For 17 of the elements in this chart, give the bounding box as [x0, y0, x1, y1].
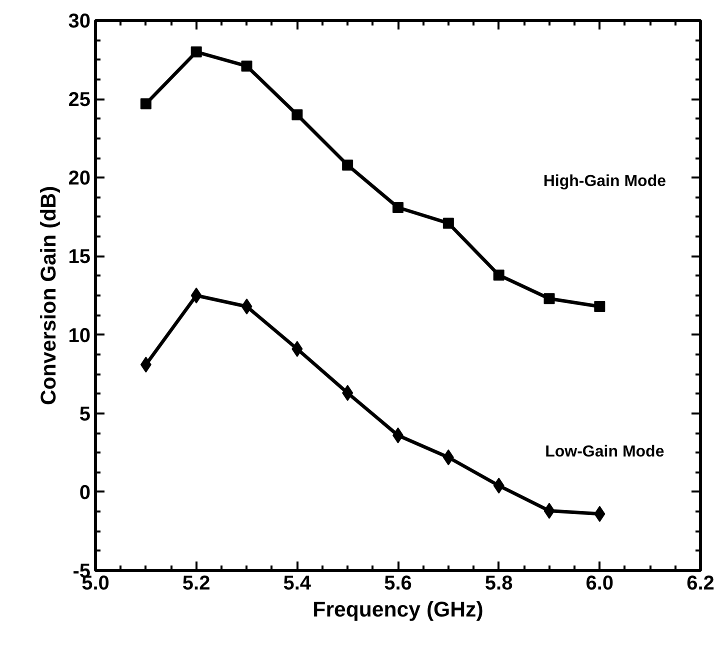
x-tick-label: 6.2: [686, 572, 714, 594]
legend-label: High-Gain Mode: [543, 173, 666, 190]
legend-label: Low-Gain Mode: [545, 443, 664, 460]
x-axis-title: Frequency (GHz): [312, 598, 484, 622]
y-tick-label: 25: [68, 89, 91, 112]
x-tick-label: 5.6: [384, 572, 412, 594]
y-axis-title: Conversion Gain (dB): [36, 186, 60, 406]
y-tick-label: 5: [79, 403, 90, 426]
x-tick-label: 5.8: [484, 572, 513, 594]
x-tick-label: 5.2: [182, 572, 210, 594]
x-tick-label: 5.4: [283, 572, 312, 594]
y-tick-label: 30: [68, 10, 91, 32]
y-tick-label: 15: [68, 246, 91, 268]
y-tick-label: 10: [68, 324, 91, 347]
x-tick-label: 6.0: [586, 572, 614, 594]
y-tick-label: 20: [68, 168, 91, 190]
y-tick-label: 0: [79, 482, 90, 504]
